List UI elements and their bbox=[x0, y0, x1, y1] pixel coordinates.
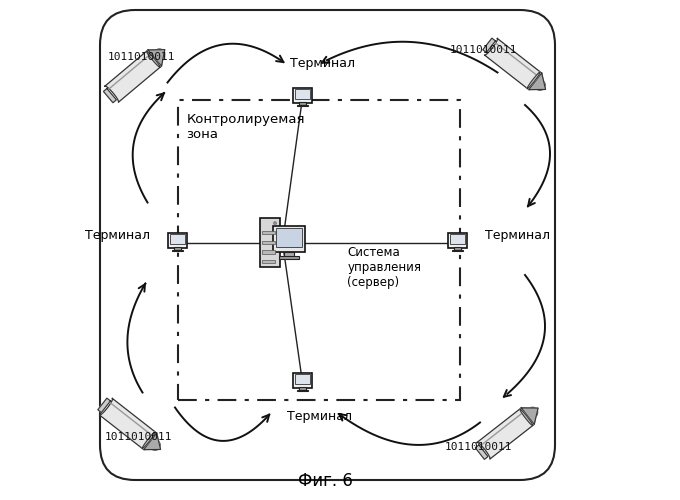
Polygon shape bbox=[143, 433, 160, 450]
Polygon shape bbox=[522, 408, 538, 424]
Bar bbox=[296, 105, 308, 106]
Polygon shape bbox=[146, 51, 160, 68]
Text: 1011010011: 1011010011 bbox=[445, 442, 513, 452]
Bar bbox=[293, 374, 312, 388]
Bar bbox=[273, 226, 305, 252]
Bar bbox=[174, 248, 181, 250]
Text: Терминал: Терминал bbox=[85, 228, 150, 241]
Bar bbox=[262, 250, 275, 254]
Bar bbox=[452, 250, 463, 252]
Polygon shape bbox=[98, 398, 110, 412]
Polygon shape bbox=[103, 88, 116, 102]
Bar bbox=[275, 228, 303, 246]
Bar bbox=[293, 88, 312, 102]
Bar bbox=[295, 90, 310, 100]
Bar bbox=[295, 374, 310, 384]
Text: 1011010011: 1011010011 bbox=[107, 52, 175, 62]
Polygon shape bbox=[105, 49, 165, 102]
Polygon shape bbox=[475, 445, 488, 460]
Bar bbox=[171, 250, 184, 252]
Polygon shape bbox=[148, 50, 165, 66]
Bar bbox=[299, 102, 306, 105]
Bar bbox=[447, 234, 467, 247]
Bar bbox=[299, 388, 306, 390]
Bar bbox=[170, 234, 185, 244]
Text: Терминал: Терминал bbox=[485, 228, 550, 241]
Polygon shape bbox=[483, 38, 496, 52]
Polygon shape bbox=[477, 408, 538, 459]
Polygon shape bbox=[142, 432, 155, 448]
Text: 1011010011: 1011010011 bbox=[450, 45, 517, 55]
Bar bbox=[279, 256, 299, 259]
Bar bbox=[284, 252, 294, 256]
Text: Контролируемая
зона: Контролируемая зона bbox=[186, 112, 305, 140]
Bar bbox=[262, 230, 275, 234]
Polygon shape bbox=[99, 398, 160, 450]
Bar bbox=[262, 240, 275, 244]
Bar bbox=[168, 234, 187, 247]
Bar bbox=[177, 100, 460, 400]
Text: 1011010011: 1011010011 bbox=[105, 432, 173, 442]
Bar bbox=[450, 234, 465, 244]
Bar bbox=[262, 260, 275, 264]
Text: Терминал: Терминал bbox=[290, 57, 355, 70]
Circle shape bbox=[274, 222, 276, 224]
Polygon shape bbox=[527, 72, 541, 88]
Polygon shape bbox=[529, 73, 545, 90]
Text: Фиг. 6: Фиг. 6 bbox=[298, 472, 352, 490]
Polygon shape bbox=[520, 409, 532, 426]
Text: Терминал: Терминал bbox=[288, 410, 352, 423]
Bar bbox=[454, 248, 461, 250]
Bar bbox=[260, 218, 280, 266]
Text: Система
управления
(сервер): Система управления (сервер) bbox=[347, 246, 422, 289]
Polygon shape bbox=[484, 38, 545, 90]
Bar bbox=[296, 390, 308, 392]
